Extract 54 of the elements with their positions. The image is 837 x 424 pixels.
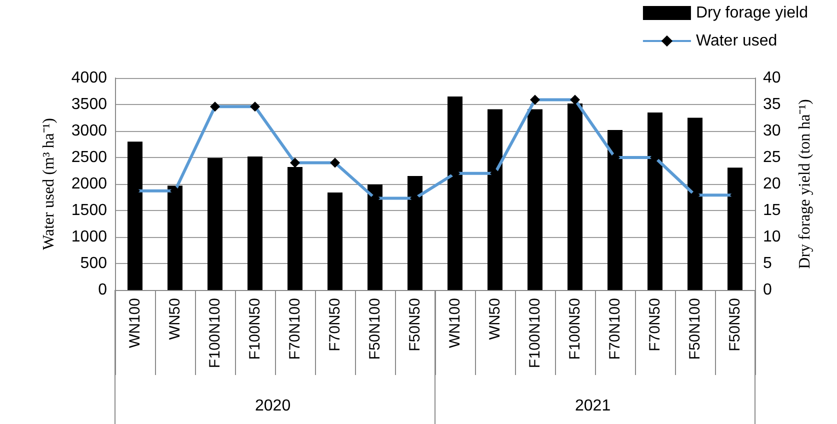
bar [248,156,262,290]
bar [368,184,382,290]
x-tick-label: F100N100 [206,298,224,368]
y-tick-label: 500 [80,255,108,272]
y2-tick-label: 15 [763,202,781,219]
bar [608,130,622,290]
bar [528,109,542,290]
y2-tick-label: 20 [763,176,781,192]
bar [488,109,502,290]
y2-tick-label: 5 [763,255,772,272]
x-tick-label: F70N50 [326,298,344,352]
y-tick-label: 3500 [71,96,108,113]
y-tick-label: 0 [98,282,108,298]
x-tick-label: WN50 [486,298,504,340]
bar [328,192,342,290]
x-tick-label: F50N100 [686,298,704,360]
x-tick-label: F100N50 [566,298,584,360]
y-tick-label: 4000 [71,70,108,86]
y-axis-title: Water used (m³ ha⁻¹) [40,118,58,250]
y-tick-label: 3000 [71,122,108,140]
x-tick-label: F70N100 [606,298,624,360]
x-tick-label: WN50 [166,298,184,340]
x-tick-label: F70N50 [646,298,664,352]
y2-tick-label: 10 [763,228,781,246]
y-tick-label: 1000 [71,228,108,246]
legend-label: Water used [696,32,778,50]
legend-label: Dry forage yield [696,4,808,22]
x-tick-label: WN100 [446,298,464,348]
bar [688,118,702,290]
x-tick-label: F70N100 [286,298,304,360]
bar [648,112,662,290]
x-tick-label: F50N50 [406,298,424,352]
y-tick-label: 2000 [71,176,108,192]
x-tick-label: F100N50 [246,298,264,360]
bar [728,168,742,290]
text: 2021 [575,398,611,414]
y2-tick-label: 0 [763,282,772,298]
x-tick-label: F50N50 [726,298,744,352]
x-tick-label: F50N100 [366,298,384,360]
x-tick-label: F100N100 [526,298,544,368]
y2-tick-label: 40 [763,70,781,86]
text: 2020 [255,398,291,414]
y-tick-label: 1500 [71,202,108,219]
bar [408,176,422,290]
y2-tick-label: 35 [763,96,781,113]
bar [208,158,222,290]
y-tick-label: 2500 [71,149,108,166]
x-tick-label: WN100 [126,298,144,348]
y2-tick-label: 25 [763,149,781,166]
bar [448,96,462,290]
bar [168,186,182,290]
y2-tick-label: 30 [763,122,781,140]
bar [128,142,142,290]
y2-axis-title: Dry forage yield (ton ha⁻¹) [796,99,814,269]
